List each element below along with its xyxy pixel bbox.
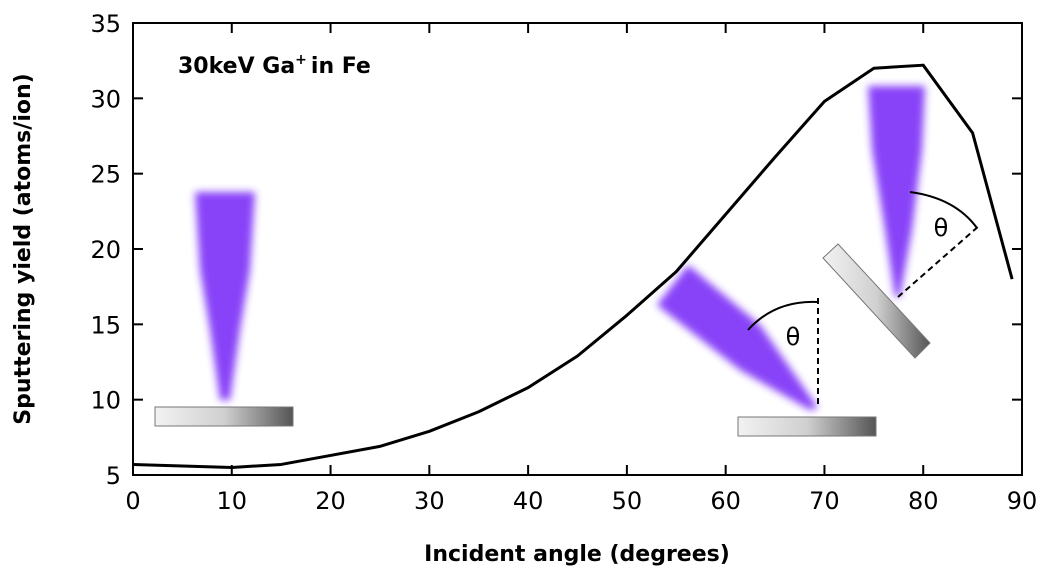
x-tick-label: 50 xyxy=(612,487,643,515)
inset-normal xyxy=(154,192,294,427)
x-tick-label: 90 xyxy=(1007,487,1038,515)
line xyxy=(132,63,1014,469)
x-tick-label: 80 xyxy=(908,487,939,515)
y-tick-label: 10 xyxy=(90,387,121,415)
angle-label: θ xyxy=(786,323,801,351)
y-tick-label: 15 xyxy=(90,311,121,339)
x-tick-label: 70 xyxy=(809,487,840,515)
angle-label: θ xyxy=(934,214,949,242)
y-tick-label: 5 xyxy=(106,462,121,490)
annotation-superscript: + xyxy=(295,52,307,68)
y-axis-label: Sputtering yield (atoms/ion) xyxy=(11,73,36,424)
annotation-text: 30keV Ga xyxy=(178,54,295,79)
y-tick-label: 30 xyxy=(90,85,121,113)
x-tick-label: 30 xyxy=(414,487,445,515)
inset-oblique: θ xyxy=(657,265,877,437)
x-tick-label: 60 xyxy=(710,487,741,515)
inset-grazing: θ xyxy=(822,86,981,359)
annotation-tail: in Fe xyxy=(311,54,371,79)
y-tick-label: 20 xyxy=(90,236,121,264)
y-tick-label: 25 xyxy=(90,161,121,189)
x-tick-label: 10 xyxy=(217,487,248,515)
annotation: 30keV Ga+ in Fe xyxy=(178,52,371,79)
x-tick-label: 40 xyxy=(513,487,544,515)
x-tick-label: 20 xyxy=(315,487,346,515)
y-tick-label: 35 xyxy=(90,10,121,38)
x-axis-label: Incident angle (degrees) xyxy=(424,542,730,567)
x-tick-label: 0 xyxy=(125,487,140,515)
